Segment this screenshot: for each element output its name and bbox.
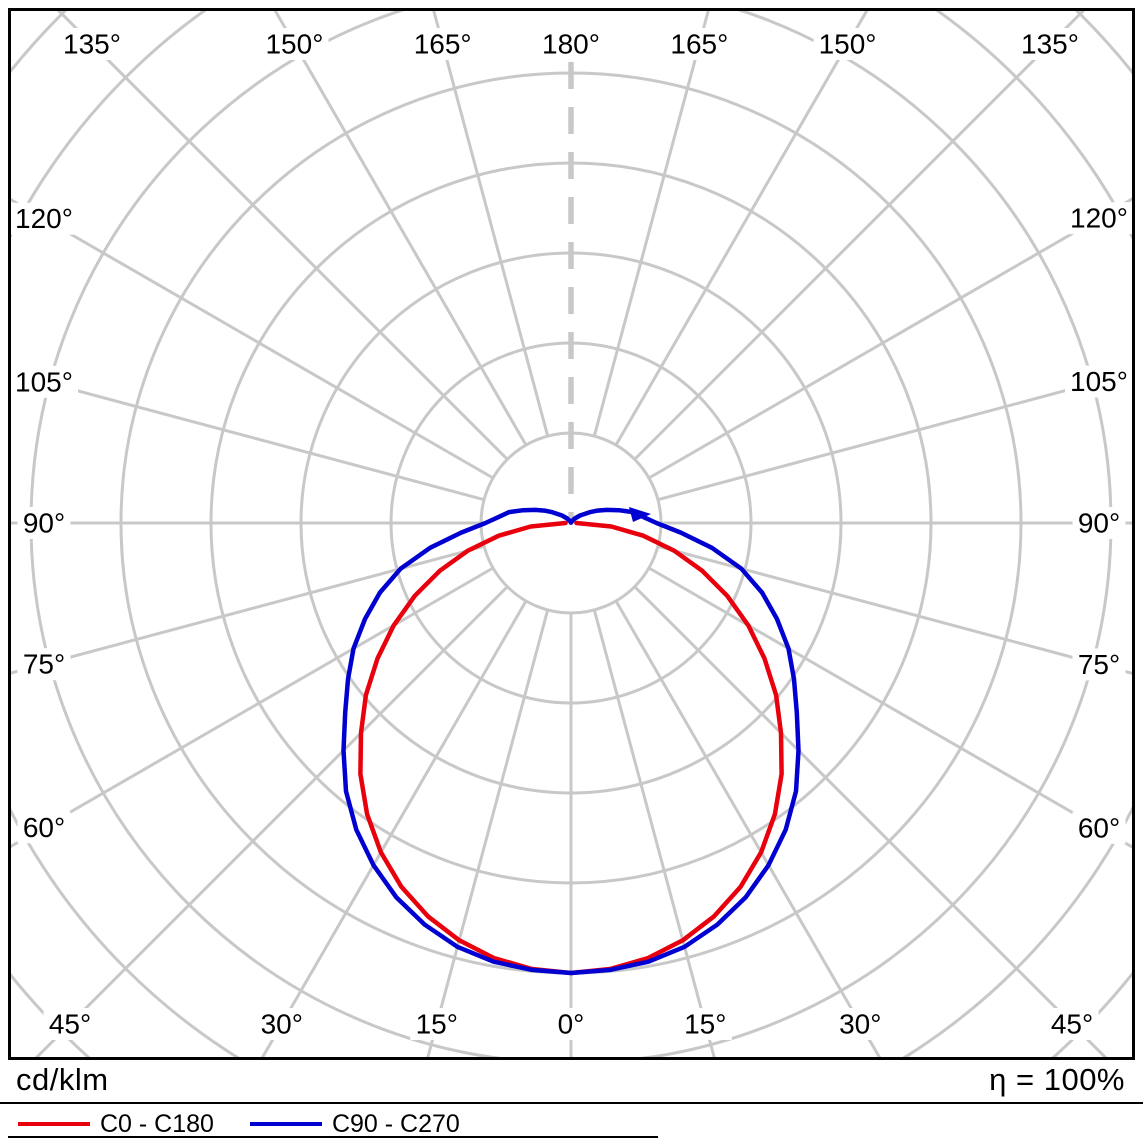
angle-label-bg [1045,1008,1099,1040]
angle-label: 135° [1021,29,1079,60]
legend-swatch-red [18,1122,90,1126]
angle-label: 45° [1051,1009,1093,1040]
grid-spoke [657,544,1134,676]
angle-label-bg [833,1008,887,1040]
angle-label-bg [43,1008,97,1040]
grid-spoke [592,9,711,437]
footer-top-row: cd/klm η = 100% [16,1062,1125,1098]
angle-label-bg [17,507,71,539]
angle-label: 180° [542,29,600,60]
grid-spoke [648,566,1134,850]
angle-label-bg [1072,507,1126,539]
angle-label-bg [1072,811,1126,844]
angle-label: 60° [1078,812,1120,843]
angle-label-bg [255,1008,309,1040]
angle-label: 165° [414,29,472,60]
angle-label: 90° [1078,508,1120,539]
legend-swatch-blue [249,1122,322,1126]
angle-label-bg [17,811,71,844]
grid-spoke [55,9,509,461]
angle-label-bg [665,28,734,60]
angle-label: 60° [23,812,65,843]
angle-label: 135° [63,29,121,60]
angle-label: 75° [1078,649,1120,680]
angle-label: 120° [15,203,73,234]
angle-label: 90° [23,508,65,539]
curve-direction-arrow-icon [629,507,651,522]
angle-label-bg [678,1008,732,1040]
angle-label-bg [1072,648,1126,681]
grid-spoke [260,600,528,1059]
grid-spoke [657,370,1134,502]
bottom-rule-line [8,1136,658,1138]
angle-label-bg [408,28,477,60]
legend-label-c0-c180: C0 - C180 [100,1109,214,1138]
grid-spoke [648,196,1134,480]
grid-spoke [614,9,870,446]
angle-label-bg [552,1008,590,1040]
angle-label: 15° [416,1009,458,1040]
grid-spoke [633,9,1087,461]
legend-item-c0-c180: C0 - C180 [18,1110,214,1139]
chart-footer: cd/klm η = 100% C0 - C180 C90 - C270 [0,1060,1143,1143]
angle-label-bg [58,28,126,60]
angle-label: 105° [15,366,73,397]
grid-spoke [9,370,485,502]
grid-spoke [425,609,550,1059]
grid-spoke [9,197,494,480]
angle-label-bg [410,1008,464,1040]
angle-label: 45° [49,1009,91,1040]
angle-label-bg [537,28,605,60]
angle-label: 105° [1070,366,1128,397]
angle-label-bg [813,28,882,60]
grid-spoke [272,9,528,446]
angle-label-bg [1065,365,1133,398]
angle-label-bg [1065,202,1133,235]
grid-spoke [9,566,494,849]
angle-label: 15° [684,1009,726,1040]
angle-label-bg [10,365,78,398]
grid-spoke [431,9,550,437]
angle-label-bg [17,648,71,681]
angle-label: 0° [558,1009,585,1040]
unit-label: cd/klm [16,1062,109,1097]
grid-spoke [592,609,717,1059]
angle-label-bg [1016,28,1084,60]
efficiency-label: η = 100% [989,1062,1125,1097]
plot-border [8,8,1135,1060]
angle-label: 120° [1070,203,1128,234]
angle-label-bg [260,28,329,60]
legend-label-c90-c270: C90 - C270 [331,1109,460,1138]
angle-label: 75° [23,649,65,680]
angle-label: 30° [261,1009,303,1040]
angle-label: 150° [819,29,877,60]
legend-item-c90-c270: C90 - C270 [249,1109,460,1139]
grid-spoke [9,544,485,676]
grid-spoke [614,600,882,1059]
angle-label-bg [10,202,78,235]
angle-label: 150° [265,29,323,60]
legend-divider-line [0,1102,1143,1104]
angle-label: 30° [839,1009,881,1040]
angle-label: 165° [670,29,728,60]
legend: C0 - C180 C90 - C270 [18,1110,460,1138]
